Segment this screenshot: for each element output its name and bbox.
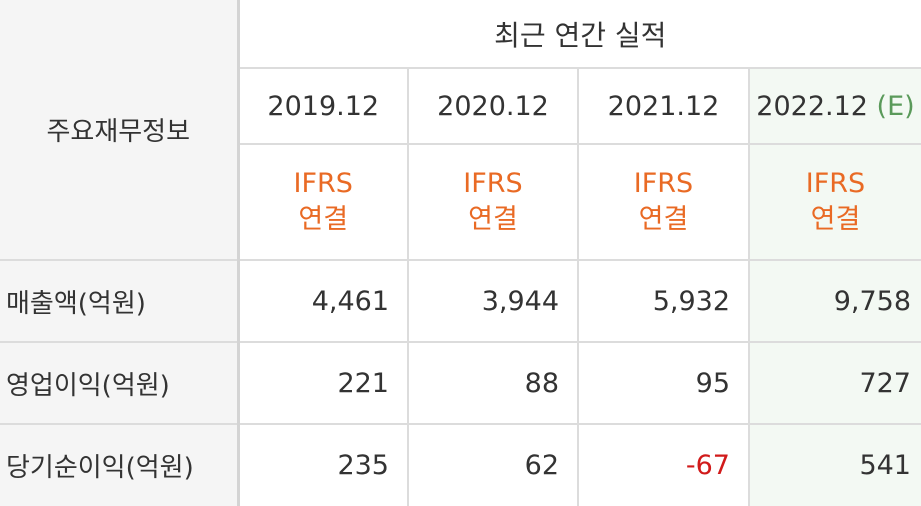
basis-header: IFRS 연결 [749,144,921,261]
table-row-operating-income: 영업이익(억원) 221 88 95 727 [0,342,921,425]
year-label: 2022.12 [756,90,868,122]
table-row-net-income: 당기순이익(억원) 235 62 -67 541 [0,424,921,506]
basis-header: IFRS 연결 [408,144,579,261]
row-label: 영업이익(억원) [0,342,240,425]
table-cell: 3,944 [408,260,579,343]
basis-consolidation: 연결 [468,204,518,235]
table-cell: 541 [749,424,921,506]
year-header[interactable]: 2021.12 [578,68,750,145]
year-header-estimate[interactable]: 2022.12 (E) [749,68,921,145]
basis-standard: IFRS [805,168,866,199]
header-row-basis: IFRS 연결 IFRS 연결 IFRS 연결 IFRS 연결 [0,144,921,261]
table-cell: 5,932 [578,260,750,343]
table-cell: 95 [578,342,750,425]
basis-consolidation: 연결 [638,204,689,235]
table-cell: 88 [408,342,579,425]
table-cell-negative: -67 [578,424,750,506]
table-cell: 4,461 [238,260,409,343]
table-cell: 235 [238,424,409,506]
table-cell: 221 [238,342,409,425]
header-row-years: 2019.12 2020.12 2021.12 2022.12 (E) [0,68,921,145]
basis-standard: IFRS [293,168,353,199]
estimate-marker: (E) [876,90,915,122]
table-cell: 727 [749,342,921,425]
year-label: 2019.12 [267,90,380,122]
table-cell: 9,758 [749,260,921,343]
year-header[interactable]: 2020.12 [408,68,579,145]
basis-consolidation: 연결 [298,204,349,235]
year-label: 2021.12 [607,90,720,122]
row-label: 매출액(억원) [0,260,240,343]
year-label: 2020.12 [437,90,549,122]
header-row-title: 주요재무정보 최근 연간 실적 [0,0,921,261]
basis-header: IFRS 연결 [578,144,750,261]
year-header[interactable]: 2019.12 [238,68,409,145]
basis-consolidation: 연결 [810,204,861,235]
table-row-revenue: 매출액(억원) 4,461 3,944 5,932 9,758 [0,260,921,343]
basis-header: IFRS 연결 [238,144,409,261]
section-label: 주요재무정보 [0,0,240,261]
table-title: 최근 연간 실적 [238,0,921,69]
basis-standard: IFRS [633,168,694,199]
table-cell: 62 [408,424,579,506]
row-label: 당기순이익(억원) [0,424,240,506]
basis-standard: IFRS [463,168,523,199]
